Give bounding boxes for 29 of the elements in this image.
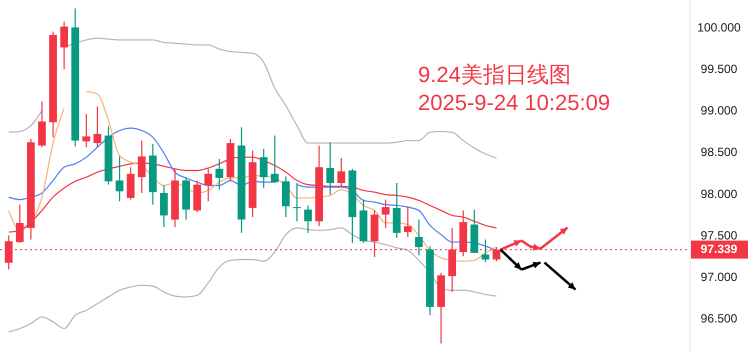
candlestick [415, 218, 423, 256]
line-series [8, 227, 498, 332]
text: 9.24美指日线图 [418, 62, 571, 87]
y-tick-label: 98.000 [700, 186, 738, 201]
candlestick [215, 158, 224, 190]
candlestick [160, 184, 168, 228]
candlestick [204, 168, 212, 202]
candlestick [270, 134, 279, 184]
y-tick-label: 98.500 [700, 145, 738, 160]
y-tick-label: 96.500 [700, 312, 738, 326]
y-tick-label: 99.000 [700, 104, 738, 118]
candlestick [260, 148, 268, 189]
candlestick [304, 204, 312, 234]
candlestick [326, 142, 334, 196]
candlestick [404, 206, 412, 238]
candlestick [382, 199, 390, 228]
y-tick-label: 97.500 [700, 228, 738, 242]
y-tick-label: 100.000 [697, 20, 742, 34]
candlestick [82, 113, 90, 148]
candlestick [60, 21, 68, 70]
candlestick [94, 106, 102, 148]
candlestick [293, 182, 301, 222]
candlestick [4, 234, 13, 270]
y-tick-label: 99.500 [700, 62, 738, 76]
y-tick-label: 97.000 [700, 270, 738, 284]
text: 2025-9-24 10:25:09 [418, 90, 610, 115]
candlestick [116, 156, 124, 202]
candlestick [482, 238, 490, 263]
ref-line-label: 97.339 [700, 242, 738, 256]
